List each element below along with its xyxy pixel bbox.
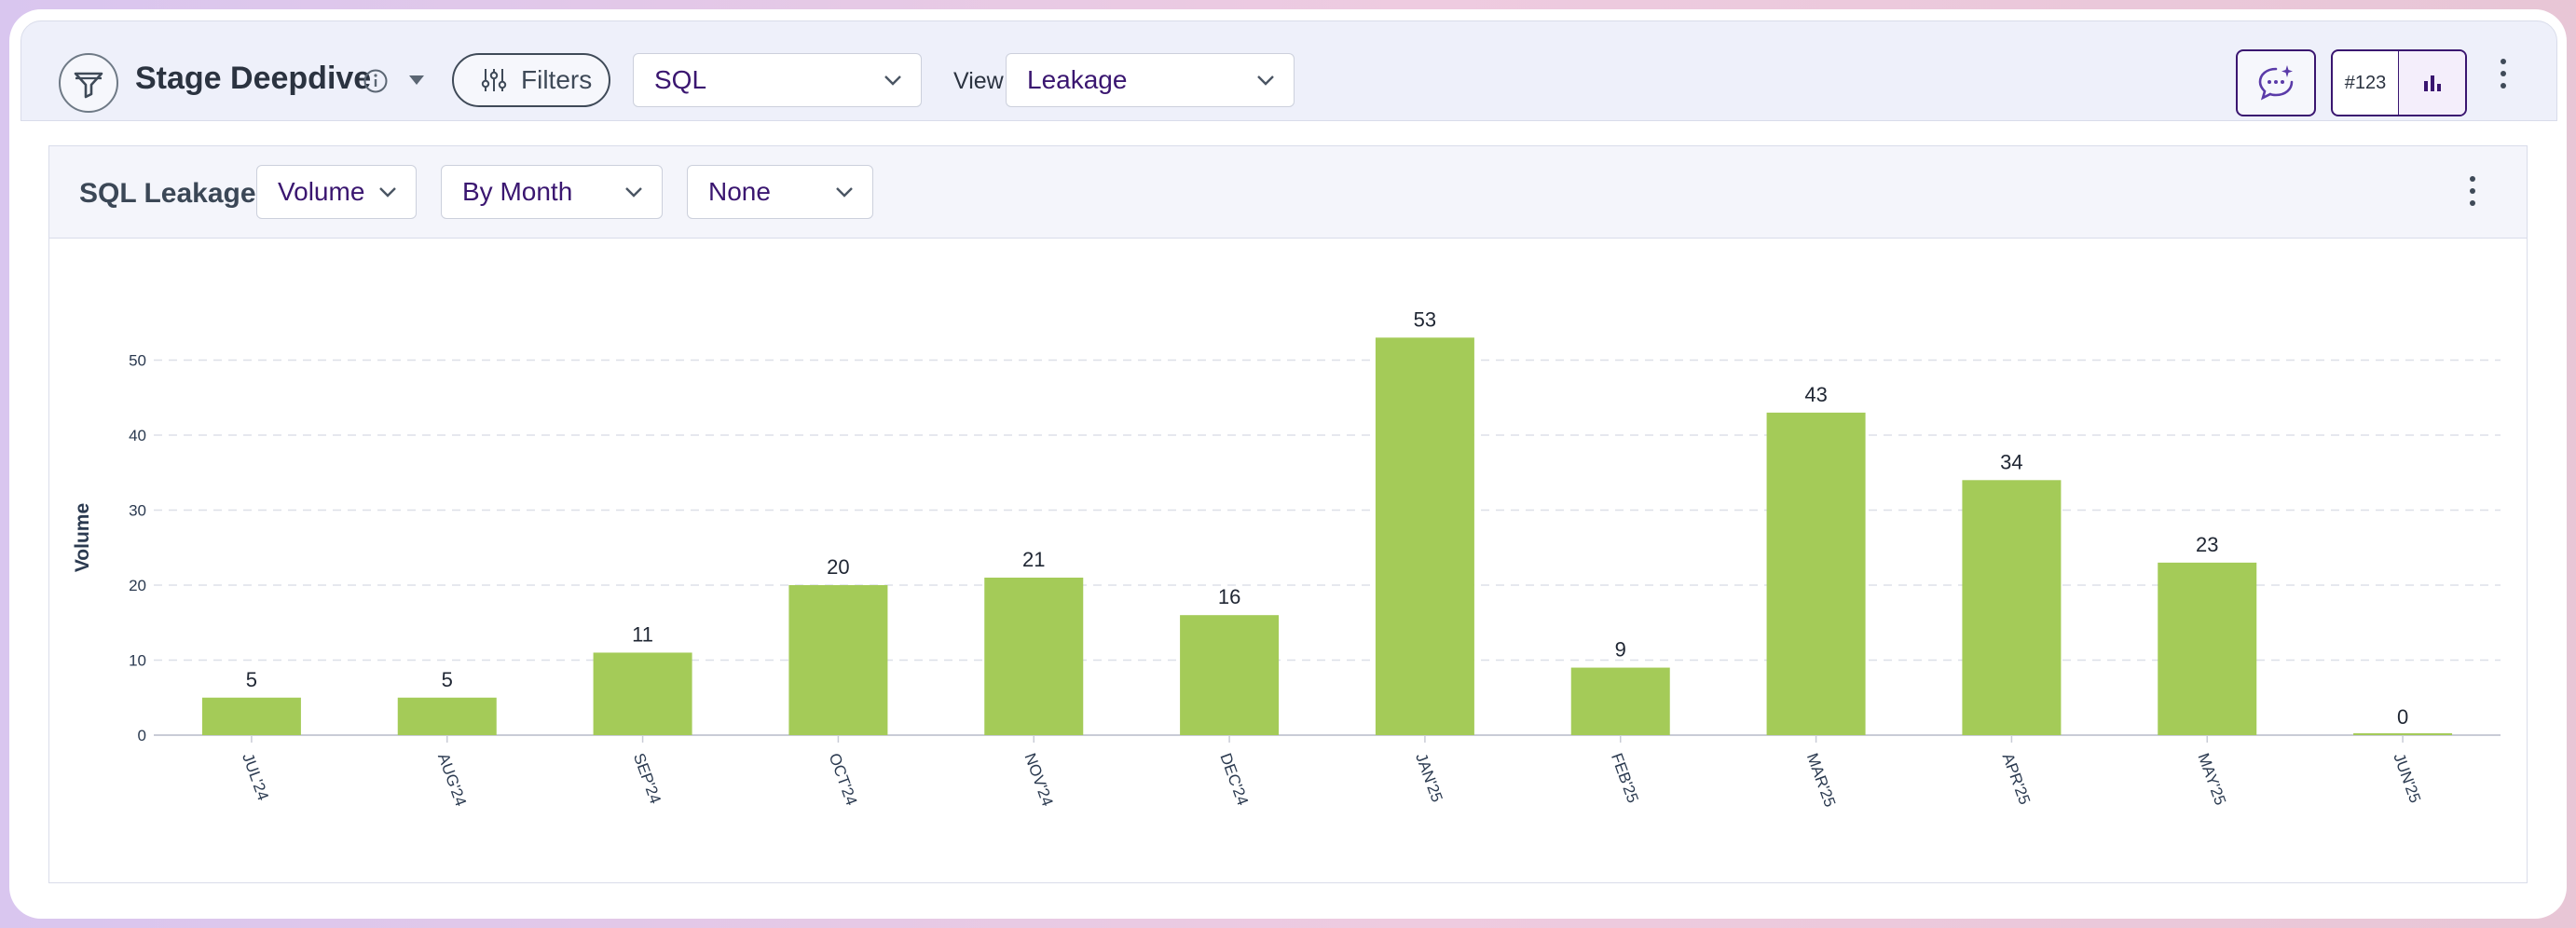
view-mode-toggle: #123	[2331, 49, 2467, 116]
x-tick-label: JUL'24	[239, 751, 272, 803]
bar	[1180, 615, 1280, 735]
bar	[1375, 337, 1474, 735]
data-label: 11	[632, 622, 653, 646]
x-tick-label: AUG'24	[434, 751, 470, 809]
x-tick-label: JAN'25	[1412, 751, 1446, 805]
ai-chat-icon	[2258, 65, 2294, 101]
page-title: Stage Deepdive	[135, 61, 372, 96]
app-frame: Stage Deepdive Filters SQL View:	[9, 9, 2567, 919]
bar	[2353, 733, 2453, 735]
x-tick-label: SEP'24	[630, 751, 665, 806]
y-axis-label: Volume	[72, 503, 93, 572]
bar-chart-icon	[2423, 75, 2441, 91]
stage-select-value: SQL	[654, 65, 707, 94]
bar	[1570, 667, 1670, 735]
ai-chat-button[interactable]	[2236, 49, 2316, 116]
chart-panel: SQL Leakage Volume By Month None 0 10 20 30…	[48, 145, 2528, 883]
y-tick-label: 10	[129, 652, 146, 670]
caret-down-icon[interactable]	[407, 74, 426, 87]
funnel-button[interactable]	[59, 53, 118, 113]
group-select[interactable]: None	[687, 165, 873, 219]
x-tick-label: OCT'24	[826, 751, 861, 808]
bar	[593, 652, 692, 735]
view-select-value: Leakage	[1027, 65, 1128, 94]
group-select-value: None	[708, 177, 771, 206]
sliders-icon	[481, 69, 507, 91]
x-tick-label: APR'25	[1999, 751, 2034, 807]
data-label: 23	[2196, 533, 2218, 556]
y-tick-label: 30	[129, 502, 146, 520]
panel-more-options-icon[interactable]	[2470, 176, 2475, 206]
filters-button[interactable]: Filters	[452, 53, 610, 107]
data-label: 16	[1218, 585, 1240, 608]
data-label: 21	[1022, 548, 1045, 571]
bar	[201, 697, 301, 735]
data-label: 53	[1414, 307, 1436, 331]
bar	[788, 585, 888, 735]
bar	[2158, 562, 2257, 735]
filters-label: Filters	[521, 65, 593, 94]
metric-select[interactable]: Volume	[256, 165, 417, 219]
top-bar: Stage Deepdive Filters SQL View:	[21, 20, 2557, 121]
y-tick-label: 50	[129, 352, 146, 370]
more-options-icon[interactable]	[2501, 59, 2506, 89]
data-label: 5	[246, 668, 257, 691]
bar	[397, 697, 497, 735]
x-tick-label: JUN'25	[2390, 751, 2424, 805]
stage-select[interactable]: SQL	[633, 53, 922, 107]
chevron-down-icon	[836, 187, 853, 198]
bar-chart: 0 10 20 30 40 50 Volume 5 JUL'24 5 AUG'24 11 SEP'24 2…	[72, 307, 2501, 810]
chevron-down-icon	[884, 75, 901, 86]
data-label: 5	[442, 668, 453, 691]
metric-select-value: Volume	[278, 177, 365, 206]
data-label: 43	[1804, 383, 1827, 406]
x-tick-label: MAY'25	[2194, 751, 2229, 808]
y-tick-label: 0	[138, 727, 146, 744]
data-label: 20	[827, 555, 849, 579]
data-label: 9	[1615, 638, 1626, 662]
funnel-icon	[74, 72, 103, 99]
y-tick-label: 20	[129, 577, 146, 594]
data-label: 0	[2397, 705, 2408, 729]
info-icon[interactable]	[363, 68, 389, 94]
chevron-down-icon	[625, 187, 642, 198]
view-select[interactable]: Leakage	[1006, 53, 1295, 107]
panel-header: SQL Leakage Volume By Month None	[49, 146, 2527, 239]
period-select[interactable]: By Month	[441, 165, 663, 219]
bar	[1962, 480, 2062, 735]
chevron-down-icon	[379, 187, 396, 198]
panel-title: SQL Leakage	[79, 178, 256, 209]
y-tick-label: 40	[129, 427, 146, 444]
period-select-value: By Month	[462, 177, 573, 206]
x-tick-label: MAR'25	[1803, 751, 1839, 810]
x-tick-label: NOV'24	[1021, 751, 1056, 809]
data-label: 34	[2000, 450, 2022, 473]
chart-view-button[interactable]	[2399, 51, 2465, 115]
bar	[1766, 412, 1866, 735]
x-tick-label: DEC'24	[1216, 751, 1252, 808]
view-label: View:	[953, 68, 1010, 94]
number-view-label: #123	[2344, 72, 2387, 93]
x-tick-label: FEB'25	[1608, 751, 1642, 805]
number-view-button[interactable]: #123	[2333, 51, 2399, 115]
bar	[984, 577, 1084, 735]
chevron-down-icon	[1257, 75, 1274, 86]
